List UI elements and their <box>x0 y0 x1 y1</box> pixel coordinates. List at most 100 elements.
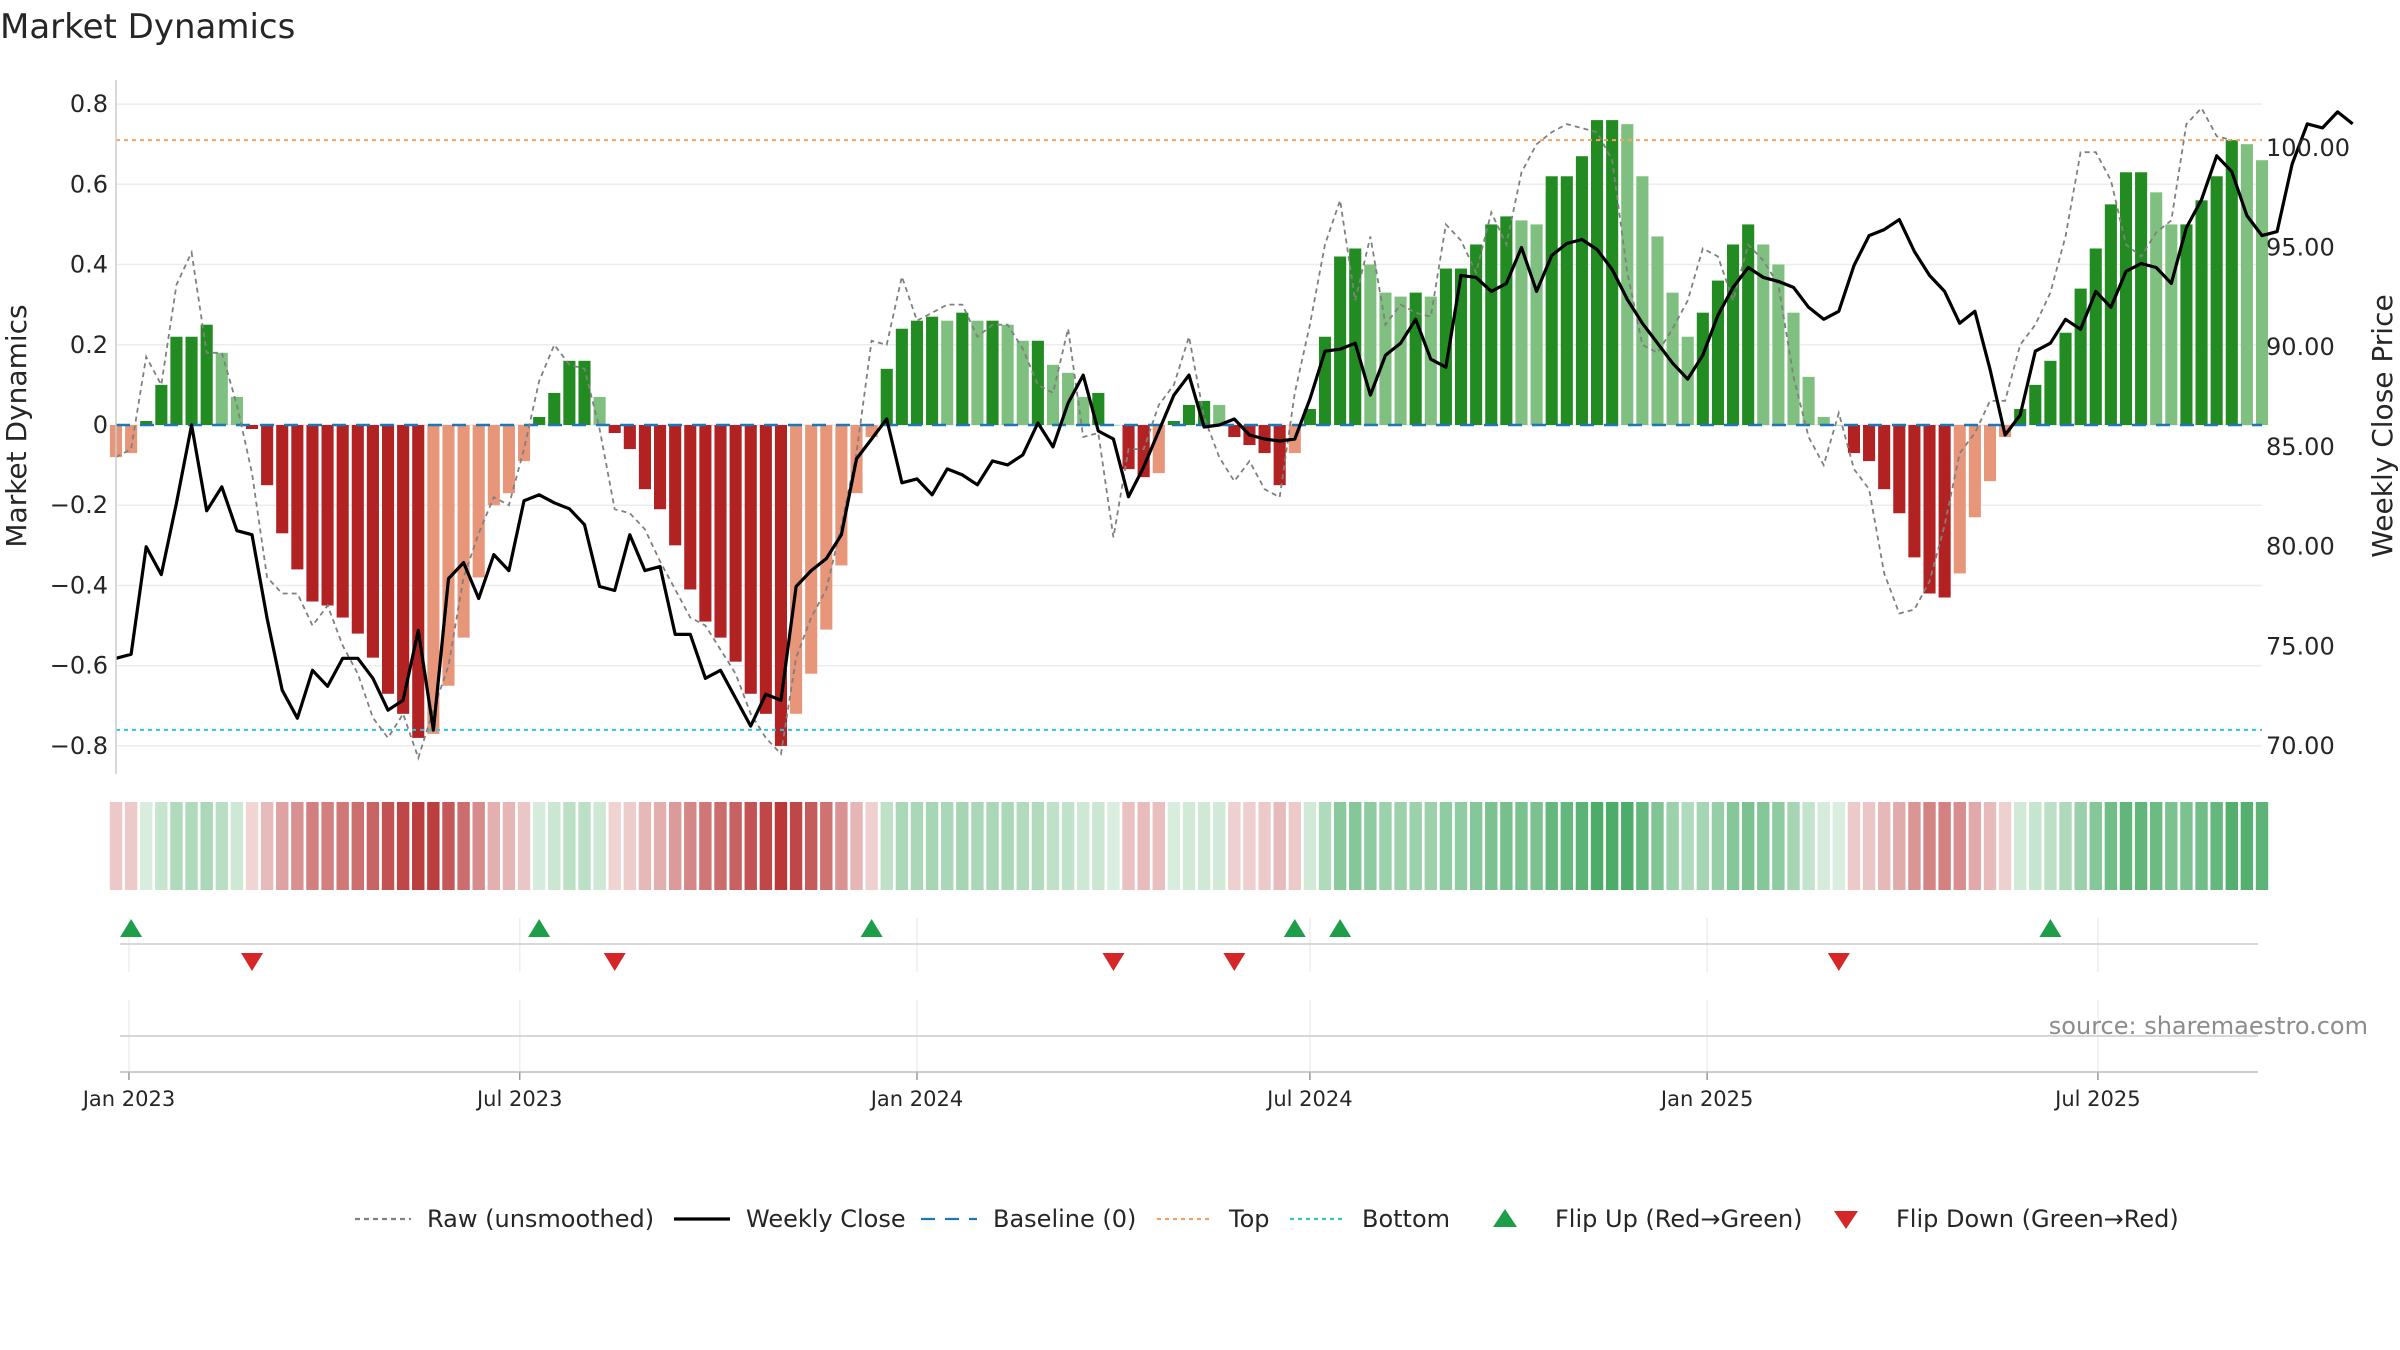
strip-cell <box>170 802 183 890</box>
legend-swatch-flip_up <box>1493 1209 1517 1227</box>
dynamics-bar <box>805 424 818 674</box>
strip-cell <box>653 802 667 890</box>
strip-cell <box>1167 802 1181 890</box>
dynamics-bar <box>412 424 425 738</box>
legend-item-flip_down: Flip Down (Green→Red) <box>1834 1205 2179 1233</box>
dynamics-bar <box>578 360 591 425</box>
strip-cell <box>1424 802 1437 890</box>
dynamics-bar <box>2210 176 2223 425</box>
strip-cell <box>1741 802 1755 890</box>
dynamics-bar <box>230 396 243 425</box>
dynamics-bar <box>517 424 531 462</box>
legend-item-baseline: Baseline (0) <box>921 1205 1136 1233</box>
legend-item-raw: Raw (unsmoothed) <box>355 1205 654 1233</box>
dynamics-bar <box>1545 176 1558 425</box>
dynamics-bar <box>790 424 803 714</box>
dynamics-bar <box>1560 176 1573 425</box>
y-left-tick-label: −0.8 <box>50 732 108 760</box>
source-credit: source: sharemaestro.com <box>2049 1012 2368 1040</box>
strip-cell <box>1092 802 1105 890</box>
strip-cell <box>366 802 380 890</box>
strip-cell <box>1439 802 1453 890</box>
strip-cell <box>2044 802 2057 890</box>
chart-title: Market Dynamics <box>0 7 295 47</box>
dynamics-bar <box>276 424 289 534</box>
strip-cell <box>396 802 410 890</box>
dynamics-bar <box>1636 176 1649 425</box>
dynamics-bar <box>941 320 954 425</box>
y-left-tick-label: 0.8 <box>70 90 108 118</box>
flip-down-marker <box>1827 953 1850 971</box>
dynamics-bars <box>109 120 2269 746</box>
dynamics-bar <box>1439 268 1452 425</box>
dynamics-bar <box>1787 312 1800 425</box>
strip-cell <box>1817 802 1830 890</box>
dynamics-bar <box>759 424 772 714</box>
dynamics-bar <box>2165 224 2178 425</box>
dynamics-bar <box>321 424 334 606</box>
strip-cell <box>865 802 878 890</box>
dynamics-bar <box>1711 280 1724 425</box>
strip-cell <box>1061 802 1075 890</box>
strip-cell <box>427 802 440 890</box>
strip-cell <box>1228 802 1241 890</box>
y-right-tick-label: 95.00 <box>2266 234 2335 262</box>
dynamics-bar <box>336 424 349 618</box>
reference-lines <box>115 106 2354 761</box>
strip-cell <box>1485 802 1498 890</box>
dynamics-bar <box>623 424 636 450</box>
dynamics-bar <box>2059 332 2072 425</box>
strip-cell <box>1757 802 1770 890</box>
strip-cell <box>260 802 274 890</box>
strip-cell <box>668 802 682 890</box>
dynamics-bar <box>1863 424 1876 462</box>
strip-cell <box>789 802 803 890</box>
strip-cell <box>2014 802 2027 890</box>
dynamics-bar <box>472 424 485 578</box>
strip-cell <box>276 802 289 890</box>
strip-cell <box>1273 802 1286 890</box>
strip-cell <box>1046 802 1060 890</box>
dynamics-bar <box>261 424 274 486</box>
strip-cell <box>1394 802 1407 890</box>
dynamics-bar <box>1303 408 1316 425</box>
dynamics-bar <box>593 396 606 425</box>
strip-cell <box>563 802 576 890</box>
strip-cell <box>2210 802 2223 890</box>
strip-cell <box>1122 802 1135 890</box>
dynamics-bar <box>1485 224 1498 425</box>
strip-cell <box>2104 802 2118 890</box>
dynamics-bar <box>956 312 969 425</box>
strip-cell <box>1182 802 1196 890</box>
dynamics-bar <box>1893 424 1906 514</box>
dynamics-bar <box>1530 224 1543 425</box>
dynamics-bar <box>291 424 304 570</box>
strip-cell <box>1726 802 1740 890</box>
strip-cell <box>774 802 788 890</box>
strip-cell <box>850 802 863 890</box>
strip-cell <box>1832 802 1846 890</box>
strip-cell <box>2150 802 2163 890</box>
strip-cell <box>880 802 893 890</box>
x-tick-label: Jul 2024 <box>1265 1087 1352 1111</box>
dynamics-bar <box>155 384 168 425</box>
strip-cell <box>2225 802 2238 890</box>
y-left-tick-label: −0.2 <box>50 491 108 519</box>
strip-cell <box>2074 802 2087 890</box>
x-tick-label: Jan 2025 <box>1659 1087 1754 1111</box>
flip-markers-panel <box>120 918 2258 972</box>
dynamics-bar <box>1696 312 1709 425</box>
dynamics-bar <box>2180 224 2193 425</box>
strip-cell <box>1318 802 1332 890</box>
flip-up-marker <box>1329 919 1352 937</box>
dynamics-bar <box>910 320 924 425</box>
flip-up-marker <box>1283 919 1306 937</box>
dynamics-bar <box>714 424 727 638</box>
strip-cell <box>1001 802 1014 890</box>
strip-cell <box>457 802 470 890</box>
strip-cell <box>804 802 818 890</box>
raw-unsmoothed-line <box>115 106 2233 761</box>
strip-cell <box>1077 802 1090 890</box>
dynamics-bar <box>1938 424 1951 598</box>
dynamics-bar <box>502 424 515 494</box>
